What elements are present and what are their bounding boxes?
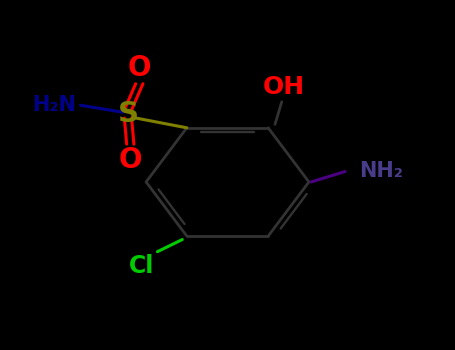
Text: O: O <box>118 146 142 174</box>
Text: NH₂: NH₂ <box>359 161 403 181</box>
Text: Cl: Cl <box>129 254 154 278</box>
Text: S: S <box>117 100 138 128</box>
Text: H₂N: H₂N <box>32 94 76 114</box>
Text: O: O <box>127 54 151 82</box>
Text: OH: OH <box>263 75 305 99</box>
